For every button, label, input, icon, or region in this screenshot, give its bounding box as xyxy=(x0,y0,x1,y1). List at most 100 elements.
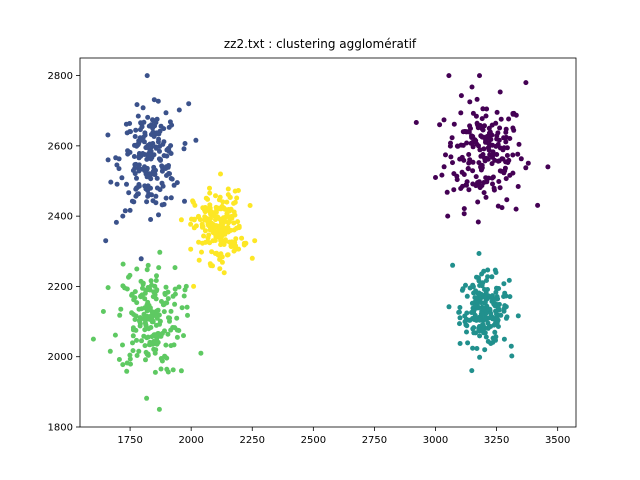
cluster-1-point xyxy=(470,134,476,139)
cluster-5-point xyxy=(188,246,194,252)
cluster-4-point xyxy=(132,289,138,295)
cluster-5-point xyxy=(212,251,218,256)
x-tick-label: 2250 xyxy=(240,435,265,446)
cluster-4-point xyxy=(163,342,169,348)
cluster-4-point xyxy=(120,342,125,348)
cluster-1-point xyxy=(518,156,524,162)
cluster-4-point xyxy=(150,294,156,300)
cluster-1-point xyxy=(516,141,522,147)
cluster-5-point xyxy=(202,217,208,223)
y-tick-label: 2600 xyxy=(48,141,73,152)
cluster-4-point xyxy=(154,287,160,293)
cluster-4-point xyxy=(152,369,158,375)
cluster-1-point xyxy=(493,120,499,126)
cluster-3-point xyxy=(151,97,157,103)
axes: 1750 2000 2250 2500 2750 3000 3250 3500 1800 2000… xyxy=(48,57,577,446)
cluster-1-point xyxy=(476,179,482,185)
cluster-2-point xyxy=(490,297,496,303)
cluster-5-point xyxy=(224,199,230,205)
cluster-5-point xyxy=(239,235,245,241)
cluster-4-point xyxy=(158,356,164,361)
cluster-3-point xyxy=(154,185,160,191)
cluster-1-point xyxy=(510,125,516,131)
cluster-1-point xyxy=(465,166,471,171)
cluster-4-point xyxy=(164,366,170,372)
x-tick-label: 3500 xyxy=(545,435,570,446)
cluster-1-point xyxy=(525,160,531,166)
cluster-5-point xyxy=(217,223,223,229)
cluster-4-point xyxy=(153,278,159,283)
cluster-4-point xyxy=(161,309,167,315)
cluster-5-point xyxy=(213,232,219,238)
cluster-1-point xyxy=(413,120,419,125)
cluster-2-point xyxy=(496,286,502,291)
cluster-1-point xyxy=(497,89,503,95)
cluster-1-point xyxy=(494,152,500,157)
cluster-4-point xyxy=(127,352,133,358)
cluster-4-point xyxy=(185,312,190,318)
cluster-1-point xyxy=(504,153,510,158)
cluster-1-point xyxy=(464,140,470,146)
cluster-1-point xyxy=(490,151,496,157)
cluster-2-point xyxy=(485,267,491,273)
cluster-2-point xyxy=(462,313,468,319)
cluster-3-point xyxy=(159,202,165,208)
cluster-1-point xyxy=(535,202,541,208)
cluster-4-point xyxy=(138,278,144,284)
cluster-2-point xyxy=(472,304,478,309)
cluster-2-point xyxy=(457,341,463,346)
cluster-3-point xyxy=(134,175,139,181)
cluster-1-point xyxy=(437,122,443,128)
cluster-4-point xyxy=(127,272,133,278)
cluster-1-point xyxy=(441,117,447,123)
cluster-3-point xyxy=(168,176,174,181)
cluster-4-point xyxy=(162,292,168,297)
cluster-2-point xyxy=(507,294,513,300)
cluster-4-point xyxy=(118,306,124,312)
cluster-3-point xyxy=(114,181,120,187)
cluster-4-point xyxy=(157,318,163,324)
cluster-3-point xyxy=(146,123,152,129)
cluster-2-point xyxy=(485,306,491,312)
cluster-4-point xyxy=(178,368,184,374)
cluster-3-point xyxy=(142,183,148,189)
cluster-4-point xyxy=(134,337,139,343)
cluster-5-point xyxy=(199,249,204,255)
cluster-4-point xyxy=(154,308,159,314)
cluster-1-point xyxy=(467,99,473,105)
cluster-4-point xyxy=(181,333,186,339)
cluster-2-point xyxy=(489,293,495,299)
cluster-3-point xyxy=(164,153,170,159)
cluster-3-point xyxy=(149,192,154,198)
cluster-4-point xyxy=(124,368,130,374)
plot-frame xyxy=(79,57,577,428)
cluster-4-point xyxy=(144,335,150,341)
cluster-1-point xyxy=(483,175,489,181)
cluster-4-point xyxy=(148,313,154,319)
cluster-2-point xyxy=(479,311,485,317)
cluster-5-point xyxy=(234,195,240,201)
cluster-1-point xyxy=(444,189,450,195)
cluster-1-point xyxy=(479,116,485,122)
cluster-5-point xyxy=(225,186,231,192)
cluster-3-point xyxy=(133,186,139,192)
cluster-5-point xyxy=(193,223,199,229)
cluster-4-point xyxy=(144,395,150,401)
cluster-1-point xyxy=(458,110,464,116)
cluster-3-point xyxy=(186,101,192,107)
cluster-3-point xyxy=(148,152,154,158)
cluster-2-point xyxy=(464,329,469,335)
cluster-4-point xyxy=(162,328,167,334)
cluster-1-point xyxy=(483,113,489,119)
cluster-3-point xyxy=(163,110,169,116)
cluster-4-point xyxy=(129,310,135,316)
cluster-1-point xyxy=(499,205,505,211)
cluster-1-point xyxy=(466,187,472,193)
cluster-3-point xyxy=(143,145,149,151)
cluster-3-point xyxy=(108,179,114,185)
cluster-4-point xyxy=(142,305,148,311)
cluster-2-point xyxy=(488,341,494,346)
cluster-1-point xyxy=(454,177,460,183)
cluster-2-point xyxy=(470,345,476,351)
cluster-3-point xyxy=(154,175,160,181)
